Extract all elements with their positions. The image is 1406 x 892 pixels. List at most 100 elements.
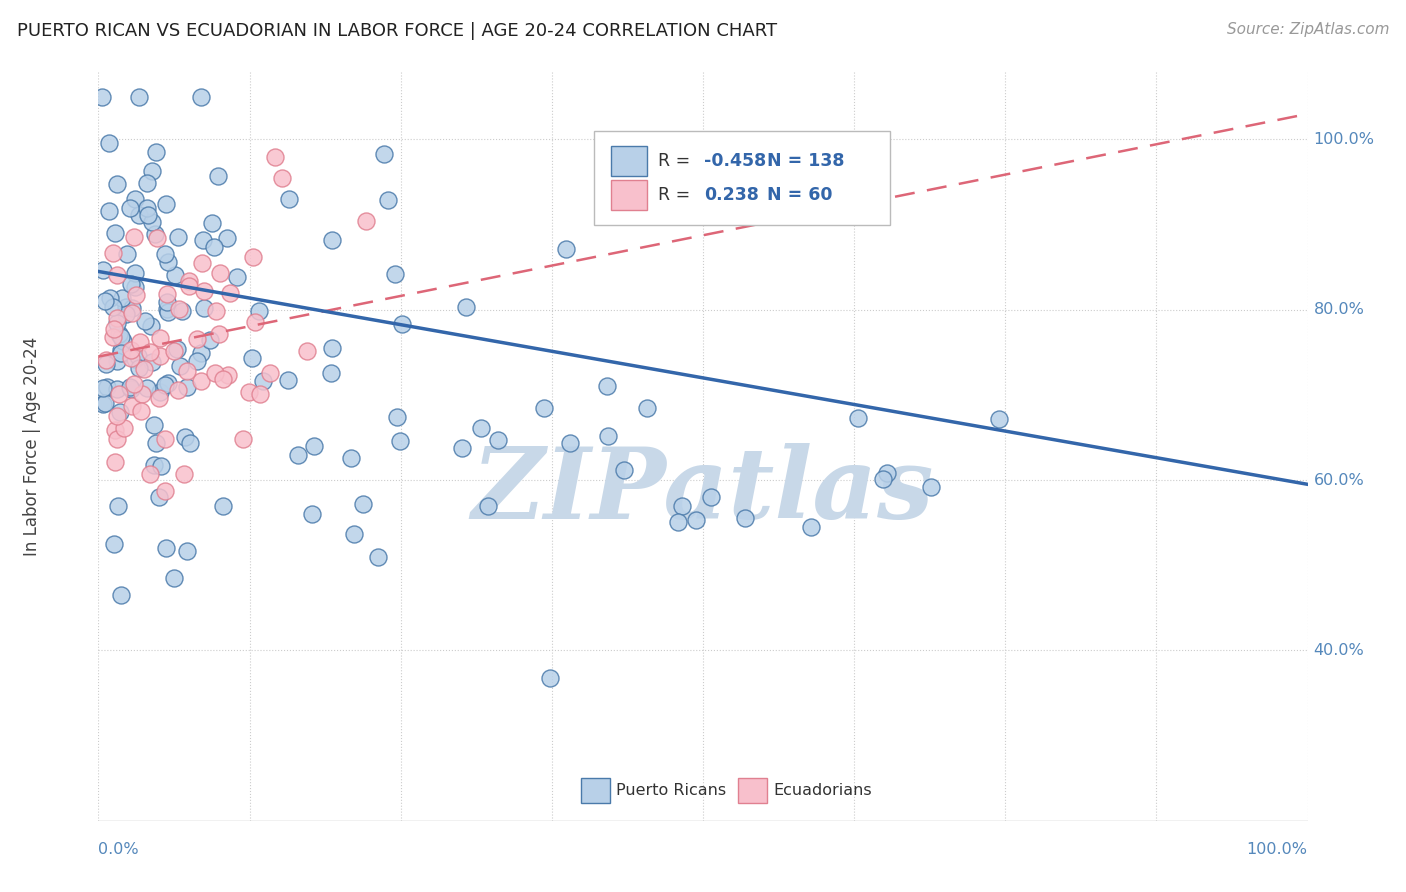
Point bbox=[391, 317, 413, 331]
Point bbox=[287, 448, 309, 462]
Point bbox=[174, 430, 197, 444]
Point bbox=[191, 256, 214, 270]
Point bbox=[107, 500, 129, 514]
Point bbox=[172, 304, 194, 318]
Point bbox=[155, 196, 177, 211]
Point bbox=[176, 379, 198, 393]
Point bbox=[96, 380, 118, 394]
FancyBboxPatch shape bbox=[612, 145, 647, 176]
Point bbox=[104, 455, 127, 469]
Point bbox=[108, 387, 131, 401]
Point bbox=[384, 267, 406, 281]
Point bbox=[186, 353, 208, 368]
Point bbox=[143, 458, 166, 473]
Point bbox=[245, 315, 267, 329]
Point bbox=[129, 335, 152, 350]
Point bbox=[157, 254, 180, 268]
Point bbox=[301, 507, 323, 521]
Point bbox=[470, 420, 492, 434]
Point bbox=[139, 319, 162, 334]
Point bbox=[163, 344, 186, 359]
Point bbox=[157, 304, 180, 318]
Text: 40.0%: 40.0% bbox=[1313, 643, 1364, 657]
Point bbox=[105, 310, 128, 325]
Point bbox=[190, 374, 212, 388]
Point bbox=[155, 483, 177, 498]
Point bbox=[169, 302, 191, 317]
Point bbox=[120, 380, 142, 394]
Point bbox=[167, 383, 190, 397]
Point bbox=[193, 284, 215, 298]
Point bbox=[157, 376, 180, 390]
Point bbox=[373, 147, 395, 161]
Point bbox=[486, 433, 509, 447]
Point bbox=[321, 341, 343, 355]
Point bbox=[148, 391, 170, 405]
Point bbox=[141, 163, 163, 178]
Point bbox=[120, 277, 142, 291]
Point bbox=[190, 90, 212, 104]
Point bbox=[125, 288, 148, 302]
Point bbox=[143, 418, 166, 433]
Point bbox=[155, 541, 177, 555]
Text: N = 138: N = 138 bbox=[768, 152, 845, 169]
Point bbox=[122, 377, 145, 392]
Text: 80.0%: 80.0% bbox=[1313, 302, 1364, 318]
Point bbox=[143, 227, 166, 241]
Point bbox=[613, 463, 636, 477]
Point bbox=[215, 231, 238, 245]
Point bbox=[132, 362, 155, 376]
Point bbox=[148, 491, 170, 505]
Point bbox=[111, 334, 134, 348]
Point bbox=[232, 432, 254, 446]
Point bbox=[219, 285, 242, 300]
Point bbox=[90, 90, 112, 104]
Text: R =: R = bbox=[658, 186, 696, 204]
Point bbox=[108, 405, 131, 419]
Point bbox=[782, 172, 804, 186]
Point bbox=[202, 240, 225, 254]
Point bbox=[259, 367, 281, 381]
Point bbox=[128, 361, 150, 376]
Point bbox=[124, 279, 146, 293]
Point bbox=[149, 459, 172, 474]
Point bbox=[91, 381, 114, 395]
Point bbox=[270, 170, 292, 185]
Point bbox=[685, 513, 707, 527]
Point bbox=[176, 364, 198, 378]
Point bbox=[201, 216, 224, 230]
Point bbox=[120, 343, 142, 358]
Text: ZIPatlas: ZIPatlas bbox=[472, 442, 934, 539]
Point bbox=[477, 500, 499, 514]
Point bbox=[321, 233, 343, 247]
Point bbox=[149, 331, 172, 345]
Point bbox=[110, 343, 132, 358]
Point bbox=[389, 434, 412, 449]
Text: R =: R = bbox=[658, 152, 696, 169]
Point bbox=[141, 355, 163, 369]
Point bbox=[385, 410, 408, 425]
Text: N = 60: N = 60 bbox=[768, 186, 832, 204]
Point bbox=[105, 409, 128, 424]
Text: 0.238: 0.238 bbox=[704, 186, 759, 204]
FancyBboxPatch shape bbox=[612, 180, 647, 210]
Point bbox=[163, 268, 186, 282]
Point bbox=[105, 178, 128, 192]
Point bbox=[800, 520, 823, 534]
Point bbox=[177, 274, 200, 288]
Point bbox=[124, 192, 146, 206]
Point bbox=[533, 401, 555, 416]
Point bbox=[110, 330, 132, 344]
Point bbox=[111, 292, 134, 306]
Point bbox=[122, 230, 145, 244]
Text: 100.0%: 100.0% bbox=[1313, 132, 1375, 147]
Point bbox=[208, 327, 231, 342]
Point bbox=[139, 345, 162, 359]
Point bbox=[156, 301, 179, 316]
Point bbox=[103, 321, 125, 335]
Point bbox=[120, 351, 142, 365]
Point bbox=[104, 423, 127, 437]
Point bbox=[166, 230, 188, 244]
Point bbox=[538, 671, 561, 685]
Point bbox=[124, 352, 146, 367]
